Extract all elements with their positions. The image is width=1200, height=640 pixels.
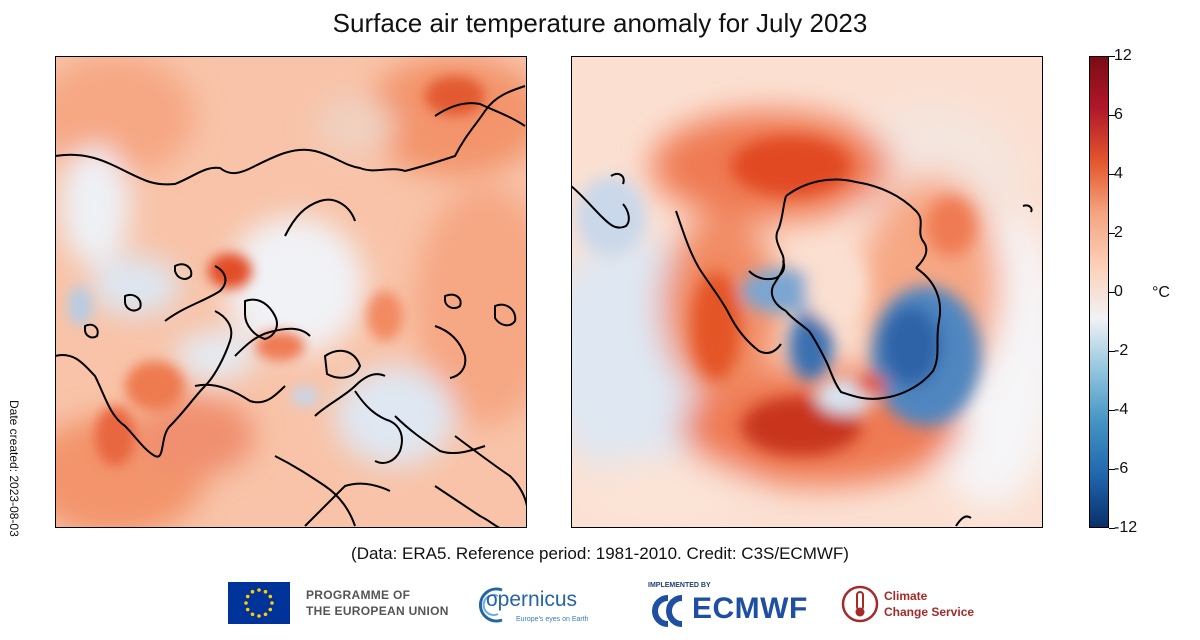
- colorbar-unit: °C: [1152, 284, 1170, 301]
- colorbar-tick: [1109, 56, 1115, 57]
- colorbar-tick-label: -2: [1114, 342, 1129, 359]
- colorbar-tick-label: -6: [1114, 460, 1129, 477]
- ecmwf-logo: ECMWF: [648, 592, 818, 628]
- eu-star: [268, 594, 273, 599]
- data-credit: (Data: ERA5. Reference period: 1981-2010…: [351, 544, 849, 563]
- eu-star: [245, 594, 250, 599]
- colorbar-tick-label: -4: [1114, 401, 1129, 418]
- eu-star: [245, 607, 250, 612]
- eu-line1: PROGRAMME OF: [306, 588, 411, 602]
- eu-programme-label: PROGRAMME OF THE EUROPEAN UNION: [306, 587, 449, 619]
- colorbar: [1089, 56, 1109, 528]
- south-polar-map[interactable]: [571, 56, 1043, 528]
- colorbar-tick: [1109, 174, 1115, 175]
- colorbar-tick: [1109, 469, 1115, 470]
- colorbar-tick-label: 12: [1114, 47, 1132, 64]
- colorbar-tick: [1109, 115, 1115, 116]
- colorbar-tick: [1109, 528, 1115, 529]
- eu-star: [263, 612, 268, 617]
- eu-star: [270, 601, 274, 605]
- colorbar-tick-label: 0: [1114, 283, 1123, 300]
- copernicus-logo: opernicus Europe's eyes on Earth: [472, 582, 602, 628]
- date-created-label: Date created: 2023-08-03: [7, 400, 21, 537]
- eu-star: [250, 612, 255, 617]
- eu-star: [263, 589, 268, 594]
- copernicus-tagline: Europe's eyes on Earth: [516, 616, 589, 623]
- colorbar-tick-label: 4: [1114, 165, 1123, 182]
- colorbar-tick: [1109, 233, 1115, 234]
- colorbar-tick: [1109, 351, 1115, 352]
- colorbar-tick: [1109, 410, 1115, 411]
- eu-flag-logo: [228, 582, 290, 624]
- logo-strip: PROGRAMME OF THE EUROPEAN UNION opernicu…: [0, 580, 1200, 630]
- implemented-by-label: IMPLEMENTED BY: [648, 582, 711, 589]
- ecmwf-wordmark: ECMWF: [692, 592, 808, 625]
- c3s-label: Climate Change Service: [884, 588, 974, 620]
- north-polar-map[interactable]: [55, 56, 527, 528]
- colorbar-tick-label: -12: [1114, 519, 1138, 536]
- eu-star: [268, 607, 273, 612]
- c3s-line2: Change Service: [884, 605, 975, 619]
- c3s-line1: Climate: [884, 589, 928, 603]
- c3s-logo: Climate Change Service: [840, 584, 980, 626]
- eu-star: [257, 614, 261, 618]
- eu-star: [244, 601, 248, 605]
- page-title: Surface air temperature anomaly for July…: [332, 8, 868, 38]
- eu-star: [250, 589, 255, 594]
- copernicus-wordmark: opernicus: [486, 588, 578, 611]
- colorbar-tick: [1109, 292, 1115, 293]
- eu-star: [257, 588, 261, 592]
- eu-line2: THE EUROPEAN UNION: [306, 604, 449, 618]
- colorbar-tick-label: 2: [1114, 224, 1123, 241]
- colorbar-tick-label: 6: [1114, 106, 1123, 123]
